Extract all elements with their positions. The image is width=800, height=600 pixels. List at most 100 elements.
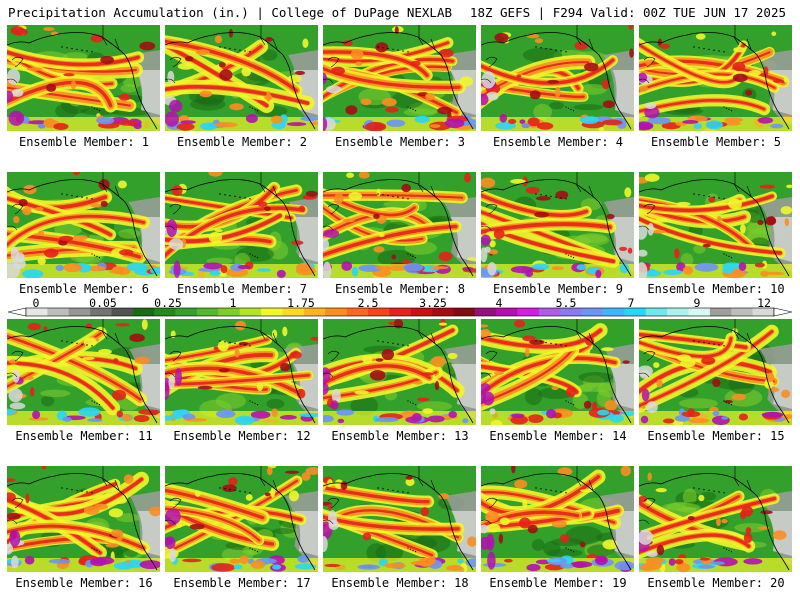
colorbar-tick-label: 3.25 bbox=[419, 296, 447, 310]
precipitation-field bbox=[481, 319, 634, 425]
ensemble-member-map bbox=[639, 25, 792, 131]
colorbar-segment bbox=[410, 308, 433, 316]
colorbar-segment bbox=[581, 308, 604, 316]
colorbar-segment bbox=[389, 308, 411, 316]
colorbar-segment bbox=[432, 308, 454, 316]
colorbar-segment bbox=[218, 308, 241, 316]
colorbar-segment bbox=[154, 308, 176, 316]
colorbar-segment bbox=[731, 308, 753, 316]
ensemble-member-label: Ensemble Member: 3 bbox=[334, 135, 466, 149]
chart-title: Precipitation Accumulation (in.) | Colle… bbox=[8, 5, 453, 20]
colorbar-segment bbox=[303, 308, 326, 316]
colorbar-tick-label: 0.25 bbox=[154, 296, 182, 310]
ensemble-member-map bbox=[323, 319, 476, 425]
ensemble-member-map bbox=[7, 25, 160, 131]
ensemble-member-map bbox=[481, 25, 634, 131]
ensemble-member-map bbox=[165, 466, 318, 572]
colorbar-segment bbox=[325, 308, 347, 316]
ensemble-member-map bbox=[481, 319, 634, 425]
colorbar-tick-label: 0 bbox=[32, 296, 40, 310]
ensemble-member-map bbox=[7, 319, 160, 425]
ensemble-member-map bbox=[639, 172, 792, 278]
ensemble-member-label: Ensemble Member: 11 bbox=[15, 429, 153, 443]
colorbar-segment bbox=[282, 308, 305, 316]
ensemble-member-label: Ensemble Member: 9 bbox=[492, 282, 624, 296]
ensemble-member-label: Ensemble Member: 7 bbox=[176, 282, 308, 296]
ensemble-member-label: Ensemble Member: 17 bbox=[173, 576, 311, 590]
ensemble-member-map bbox=[639, 319, 792, 425]
colorbar-segment bbox=[346, 308, 369, 316]
precipitation-field bbox=[7, 25, 160, 131]
ensemble-member-map bbox=[7, 172, 160, 278]
colorbar-segment bbox=[261, 308, 283, 316]
ensemble-member-label: Ensemble Member: 18 bbox=[331, 576, 469, 590]
precipitation-field bbox=[165, 466, 318, 572]
ensemble-member-map bbox=[7, 466, 160, 572]
colorbar-tick-label: 9 bbox=[693, 296, 701, 310]
colorbar-tick-label: 1.75 bbox=[287, 296, 315, 310]
colorbar-segment bbox=[367, 308, 390, 316]
ensemble-member-label: Ensemble Member: 5 bbox=[650, 135, 782, 149]
ensemble-member-map bbox=[165, 172, 318, 278]
precipitation-field bbox=[323, 319, 476, 425]
colorbar-segment bbox=[47, 308, 70, 316]
model-run-info: 18Z GEFS | F294 Valid: 00Z TUE JUN 17 20… bbox=[469, 5, 786, 20]
precipitation-field bbox=[7, 172, 160, 278]
colorbar-tick-label: 12 bbox=[757, 296, 771, 310]
ensemble-member-map bbox=[165, 319, 318, 425]
precipitation-field bbox=[165, 319, 318, 425]
colorbar-segment bbox=[111, 308, 134, 316]
precipitation-field bbox=[323, 466, 476, 572]
ensemble-member-label: Ensemble Member: 19 bbox=[489, 576, 627, 590]
colorbar-tick-label: 2.5 bbox=[357, 296, 379, 310]
colorbar-segment bbox=[667, 308, 689, 316]
precipitation-field bbox=[7, 319, 160, 425]
colorbar-segment bbox=[90, 308, 112, 316]
precipitation-field bbox=[7, 466, 160, 572]
colorbar-segment bbox=[132, 308, 155, 316]
colorbar-segment bbox=[603, 308, 625, 316]
colorbar-segment bbox=[175, 308, 198, 316]
colorbar-segment bbox=[709, 308, 732, 316]
precipitation-field bbox=[639, 25, 792, 131]
colorbar-left-arrow bbox=[8, 307, 27, 317]
precipitation-colorbar bbox=[8, 307, 792, 317]
precipitation-field bbox=[165, 172, 318, 278]
ensemble-member-label: Ensemble Member: 10 bbox=[647, 282, 785, 296]
ensemble-member-label: Ensemble Member: 1 bbox=[18, 135, 150, 149]
ensemble-member-label: Ensemble Member: 8 bbox=[334, 282, 466, 296]
ensemble-member-label: Ensemble Member: 20 bbox=[647, 576, 785, 590]
ensemble-member-label: Ensemble Member: 6 bbox=[18, 282, 150, 296]
ensemble-member-label: Ensemble Member: 2 bbox=[176, 135, 308, 149]
colorbar-tick-label: 0.05 bbox=[89, 296, 117, 310]
ensemble-member-label: Ensemble Member: 15 bbox=[647, 429, 785, 443]
precipitation-field bbox=[639, 319, 792, 425]
colorbar-segment bbox=[496, 308, 518, 316]
colorbar-segment bbox=[645, 308, 668, 316]
ensemble-member-label: Ensemble Member: 16 bbox=[15, 576, 153, 590]
ensemble-member-map bbox=[481, 172, 634, 278]
ensemble-member-map bbox=[639, 466, 792, 572]
precipitation-field bbox=[639, 466, 792, 572]
colorbar-segment bbox=[517, 308, 540, 316]
precipitation-field bbox=[165, 25, 318, 131]
colorbar-segment bbox=[752, 308, 775, 316]
colorbar-segment bbox=[68, 308, 91, 316]
colorbar-tick-label: 1 bbox=[229, 296, 237, 310]
colorbar-segment bbox=[560, 308, 582, 316]
colorbar-right-arrow bbox=[773, 307, 792, 317]
ensemble-member-map bbox=[165, 25, 318, 131]
ensemble-member-map bbox=[323, 172, 476, 278]
colorbar-segment bbox=[538, 308, 561, 316]
ensemble-member-label: Ensemble Member: 14 bbox=[489, 429, 627, 443]
precipitation-field bbox=[481, 172, 634, 278]
precipitation-field bbox=[639, 172, 792, 278]
precipitation-field bbox=[481, 25, 634, 131]
ensemble-member-label: Ensemble Member: 4 bbox=[492, 135, 624, 149]
colorbar-segment bbox=[453, 308, 476, 316]
colorbar-tick-label: 7 bbox=[627, 296, 635, 310]
precipitation-field bbox=[323, 172, 476, 278]
precipitation-field bbox=[481, 466, 634, 572]
ensemble-member-label: Ensemble Member: 13 bbox=[331, 429, 469, 443]
ensemble-member-map bbox=[323, 25, 476, 131]
